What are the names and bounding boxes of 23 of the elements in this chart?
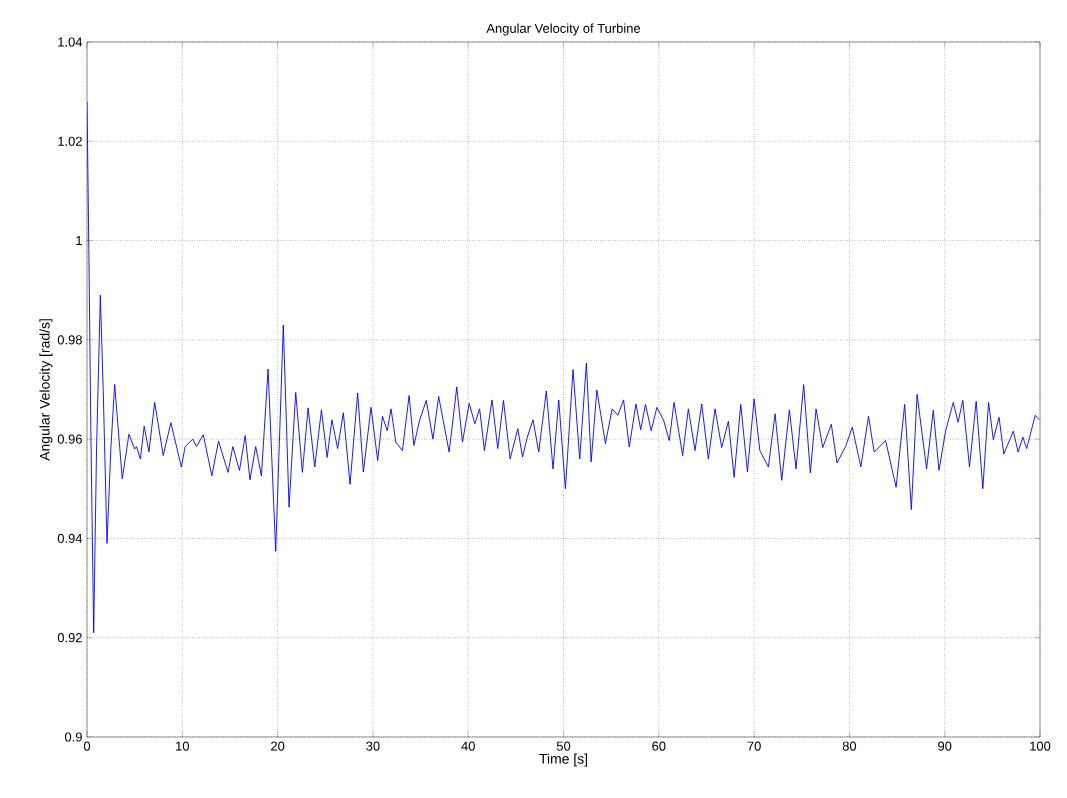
y-tick-label: 1 (76, 236, 82, 246)
y-tick-label: 0.96 (57, 434, 82, 444)
y-tick-label: 0.98 (57, 335, 82, 345)
x-tick-label: 40 (461, 741, 475, 751)
y-tick-label: 0.9 (64, 732, 82, 742)
y-tick-label: 1.02 (58, 136, 82, 146)
x-tick-label: 20 (271, 741, 285, 751)
x-axis-title: Time [s] (539, 753, 588, 767)
x-tick-label: 80 (842, 741, 857, 751)
y-tick-label: 0.92 (57, 633, 82, 643)
x-tick-label: 90 (938, 741, 952, 751)
x-tick-label: 100 (1030, 741, 1051, 751)
x-tick-label: 0 (83, 741, 91, 751)
x-tick-label: 70 (747, 741, 761, 751)
line-series (87, 101, 1040, 634)
x-tick-label: 50 (556, 741, 571, 751)
x-tick-label: 60 (652, 741, 666, 751)
x-tick-label: 30 (366, 741, 380, 751)
x-tick-label: 10 (176, 741, 190, 751)
y-tick-label: 0.94 (57, 533, 83, 543)
y-axis-title: Angular Velocity [rad/s] (39, 319, 53, 461)
chart-title: Angular Velocity of Turbine (486, 23, 641, 36)
y-tick-label: 1.04 (58, 37, 83, 47)
